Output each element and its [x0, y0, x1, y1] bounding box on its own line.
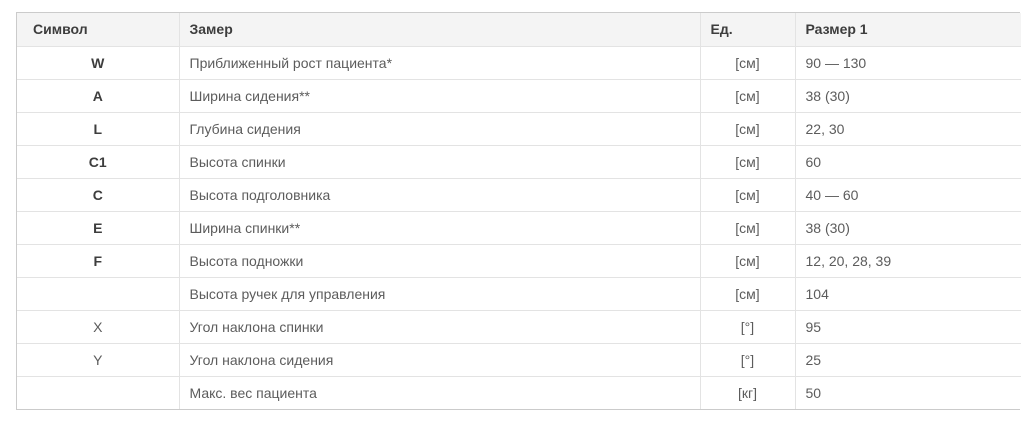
table-row: C1 Высота спинки [см] 60	[17, 144, 1021, 179]
cell-size1: 38 (30)	[794, 78, 1021, 113]
cell-symbol: E	[17, 210, 180, 245]
cell-symbol: C1	[17, 144, 180, 179]
table-row: Макс. вес пациента [кг] 50	[17, 375, 1021, 409]
table-row: X Угол наклона спинки [°] 95	[17, 309, 1021, 344]
spec-table: Символ Замер Ед. Размер 1 W Приближенный…	[17, 13, 1021, 409]
cell-symbol: F	[17, 243, 180, 278]
cell-unit: [см]	[699, 45, 796, 80]
cell-unit: [см]	[699, 276, 796, 311]
cell-symbol	[17, 375, 180, 409]
table-body: W Приближенный рост пациента* [см] 90 — …	[17, 45, 1021, 409]
cell-measurement: Угол наклона сидения	[178, 342, 701, 377]
column-header-unit: Ед.	[699, 13, 796, 47]
table-row: Высота ручек для управления [см] 104	[17, 276, 1021, 311]
cell-measurement: Ширина сидения**	[178, 78, 701, 113]
cell-size1: 40 — 60	[794, 177, 1021, 212]
header-row: Символ Замер Ед. Размер 1	[17, 13, 1021, 47]
cell-measurement: Глубина сидения	[178, 111, 701, 146]
cell-measurement: Макс. вес пациента	[178, 375, 701, 409]
table-row: W Приближенный рост пациента* [см] 90 — …	[17, 45, 1021, 80]
cell-symbol: C	[17, 177, 180, 212]
cell-size1: 50	[794, 375, 1021, 409]
cell-symbol: W	[17, 45, 180, 80]
cell-symbol: Y	[17, 342, 180, 377]
table-row: F Высота подножки [см] 12, 20, 28, 39	[17, 243, 1021, 278]
cell-size1: 95	[794, 309, 1021, 344]
table-row: C Высота подголовника [см] 40 — 60	[17, 177, 1021, 212]
table-row: L Глубина сидения [см] 22, 30	[17, 111, 1021, 146]
cell-unit: [см]	[699, 111, 796, 146]
cell-symbol: A	[17, 78, 180, 113]
column-header-size1: Размер 1	[794, 13, 1021, 47]
cell-size1: 22, 30	[794, 111, 1021, 146]
cell-size1: 25	[794, 342, 1021, 377]
table-row: A Ширина сидения** [см] 38 (30)	[17, 78, 1021, 113]
cell-unit: [°]	[699, 342, 796, 377]
cell-unit: [см]	[699, 78, 796, 113]
cell-symbol	[17, 276, 180, 311]
cell-measurement: Высота подголовника	[178, 177, 701, 212]
cell-size1: 104	[794, 276, 1021, 311]
cell-measurement: Высота ручек для управления	[178, 276, 701, 311]
table-row: E Ширина спинки** [см] 38 (30)	[17, 210, 1021, 245]
cell-unit: [см]	[699, 177, 796, 212]
column-header-measurement: Замер	[178, 13, 701, 47]
cell-measurement: Приближенный рост пациента*	[178, 45, 701, 80]
column-header-symbol: Символ	[17, 13, 180, 47]
cell-unit: [°]	[699, 309, 796, 344]
cell-measurement: Высота спинки	[178, 144, 701, 179]
cell-symbol: X	[17, 309, 180, 344]
cell-measurement: Высота подножки	[178, 243, 701, 278]
cell-unit: [см]	[699, 144, 796, 179]
cell-measurement: Угол наклона спинки	[178, 309, 701, 344]
cell-symbol: L	[17, 111, 180, 146]
table-row: Y Угол наклона сидения [°] 25	[17, 342, 1021, 377]
cell-size1: 12, 20, 28, 39	[794, 243, 1021, 278]
cell-unit: [см]	[699, 243, 796, 278]
cell-size1: 38 (30)	[794, 210, 1021, 245]
cell-size1: 90 — 130	[794, 45, 1021, 80]
cell-unit: [кг]	[699, 375, 796, 409]
cell-unit: [см]	[699, 210, 796, 245]
spec-table-container: Символ Замер Ед. Размер 1 W Приближенный…	[16, 12, 1021, 410]
cell-measurement: Ширина спинки**	[178, 210, 701, 245]
cell-size1: 60	[794, 144, 1021, 179]
